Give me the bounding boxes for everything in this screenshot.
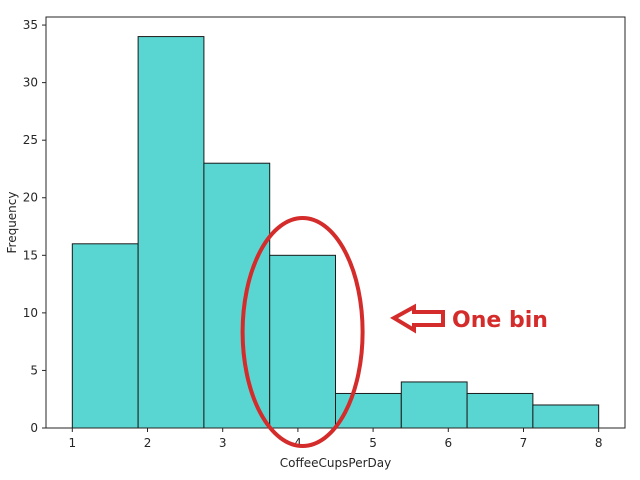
y-tick-label: 35 bbox=[23, 18, 38, 32]
histogram-bar-1 bbox=[71, 243, 139, 429]
bars-group bbox=[71, 36, 600, 429]
histogram-bar-3 bbox=[203, 162, 271, 429]
y-tick-label: 5 bbox=[30, 363, 38, 377]
x-ticks: 1 2 3 4 5 6 7 8 bbox=[68, 428, 603, 450]
histogram-bar-8 bbox=[532, 404, 600, 429]
y-tick-label: 20 bbox=[23, 191, 38, 205]
histogram-bar-6 bbox=[400, 381, 468, 429]
x-tick-label: 8 bbox=[595, 436, 603, 450]
histogram-bar-4 bbox=[269, 254, 337, 429]
x-tick-label: 4 bbox=[294, 436, 302, 450]
x-tick-label: 2 bbox=[144, 436, 152, 450]
y-tick-label: 15 bbox=[23, 248, 38, 262]
y-tick-label: 30 bbox=[23, 76, 38, 90]
x-tick-label: 1 bbox=[68, 436, 76, 450]
highlight-ellipse bbox=[240, 216, 365, 448]
x-tick-label: 3 bbox=[219, 436, 227, 450]
x-axis-label: CoffeeCupsPerDay bbox=[280, 456, 391, 470]
y-axis-label: Frequency bbox=[5, 192, 19, 254]
y-tick-label: 25 bbox=[23, 133, 38, 147]
x-tick-label: 7 bbox=[520, 436, 528, 450]
left-arrow-icon bbox=[389, 303, 445, 334]
y-tick-label: 0 bbox=[30, 421, 38, 435]
histogram-bar-2 bbox=[137, 36, 205, 429]
y-ticks: 0 5 10 15 20 25 30 35 bbox=[23, 18, 46, 435]
x-tick-label: 6 bbox=[444, 436, 452, 450]
annotation-text: One bin bbox=[452, 308, 548, 333]
histogram-bar-7 bbox=[466, 392, 534, 429]
y-tick-label: 10 bbox=[23, 306, 38, 320]
x-tick-label: 5 bbox=[369, 436, 377, 450]
